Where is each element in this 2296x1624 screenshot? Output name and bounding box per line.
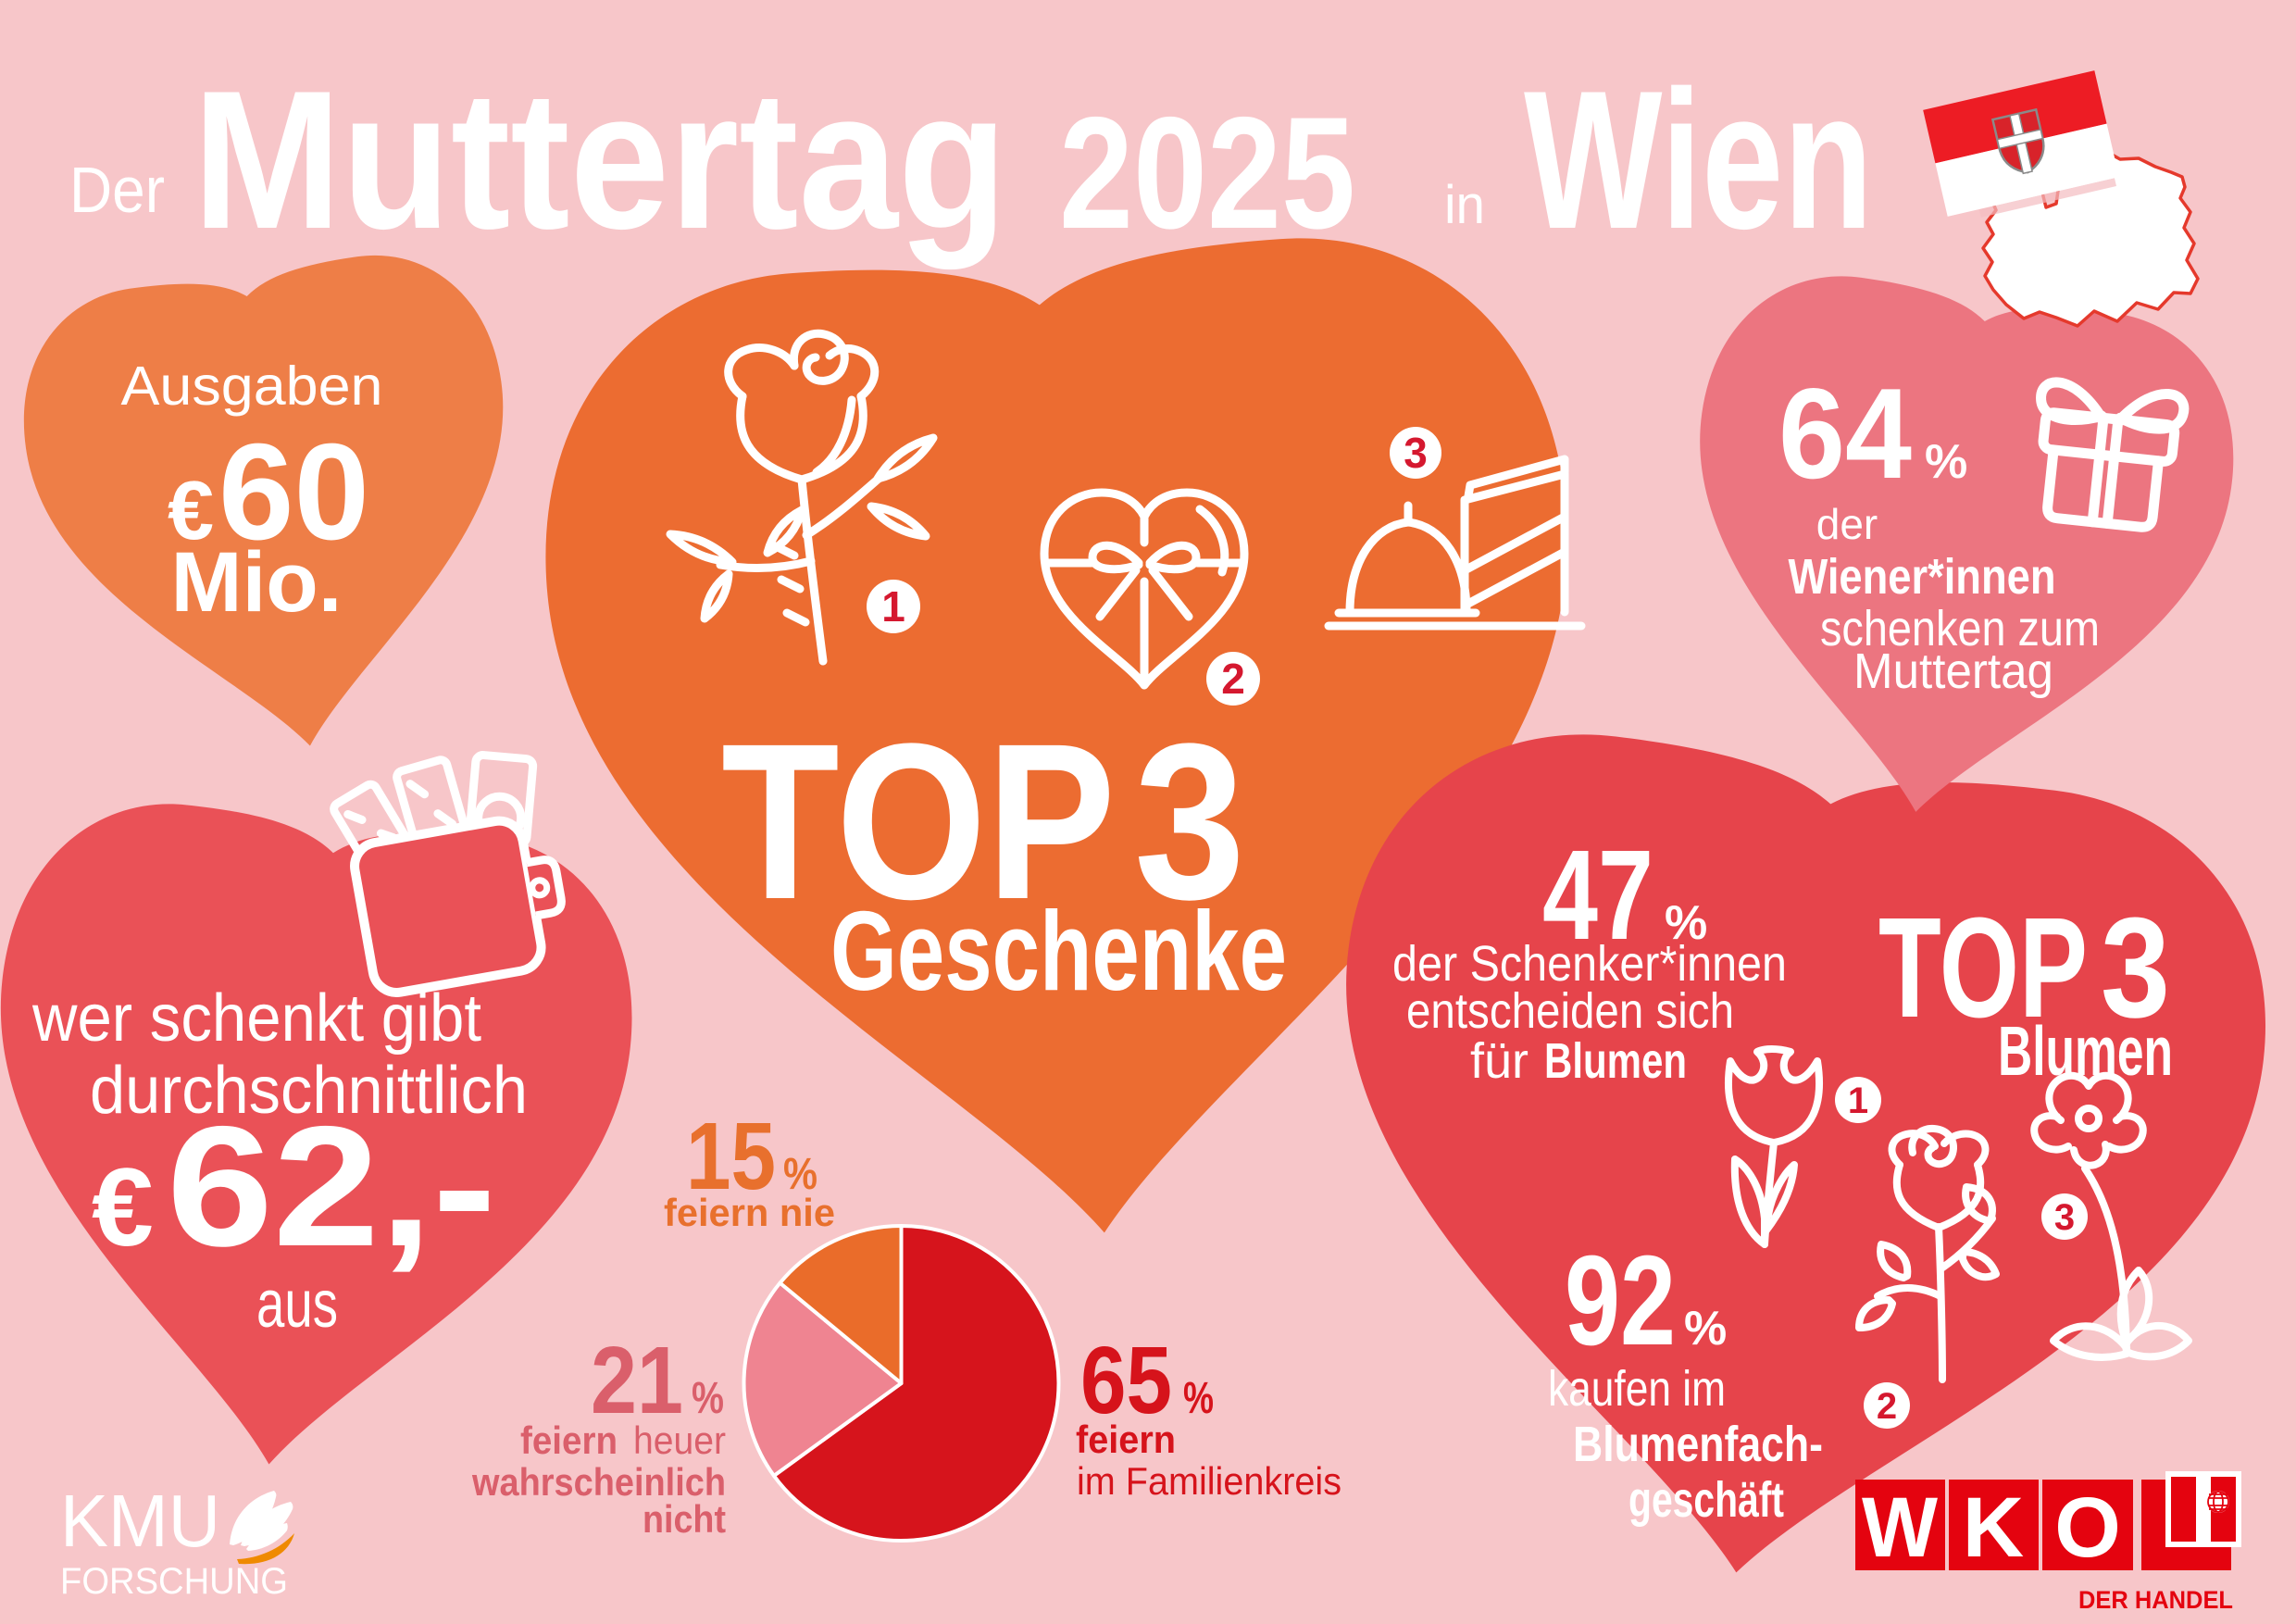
svg-text:Blumen: Blumen	[1544, 1033, 1687, 1089]
svg-text:Der: Der	[69, 154, 165, 226]
svg-text:Mio.: Mio.	[171, 535, 343, 630]
svg-text:Wien: Wien	[1524, 50, 1873, 270]
svg-text:Ausgaben: Ausgaben	[121, 356, 383, 417]
svg-text:heuer: heuer	[633, 1418, 726, 1462]
svg-text:2: 2	[1877, 1386, 1897, 1427]
svg-text:%: %	[1684, 1302, 1727, 1355]
svg-text:%: %	[692, 1374, 724, 1423]
svg-text:65: 65	[1080, 1327, 1172, 1433]
svg-text:feiern nie: feiern nie	[664, 1191, 835, 1234]
svg-text:64: 64	[1778, 362, 1912, 506]
svg-text:1: 1	[1848, 1081, 1868, 1121]
svg-text:3: 3	[2054, 1197, 2075, 1238]
svg-text:2: 2	[1221, 655, 1245, 703]
svg-text:nicht: nicht	[643, 1497, 726, 1541]
svg-text:im Familienkreis: im Familienkreis	[1077, 1459, 1341, 1503]
svg-text:entscheiden sich: entscheiden sich	[1406, 983, 1734, 1039]
svg-text:in: in	[1444, 175, 1485, 235]
svg-text:kaufen im: kaufen im	[1548, 1361, 1726, 1417]
svg-text:K: K	[1963, 1480, 2024, 1575]
svg-text:geschäft: geschäft	[1628, 1472, 1784, 1528]
svg-text:62,-: 62,-	[167, 1092, 496, 1282]
svg-text:W: W	[1862, 1480, 1938, 1575]
svg-text:FORSCHUNG: FORSCHUNG	[60, 1561, 288, 1602]
svg-text:92: 92	[1565, 1230, 1676, 1372]
svg-text:€: €	[168, 465, 214, 557]
svg-text:wahrscheinlich: wahrscheinlich	[471, 1460, 726, 1504]
svg-text:Wiener*innen: Wiener*innen	[1789, 549, 2056, 605]
svg-text:für: für	[1470, 1033, 1529, 1089]
svg-text:der Schenker*innen: der Schenker*innen	[1392, 936, 1787, 992]
svg-text:15: 15	[686, 1103, 776, 1209]
svg-text:%: %	[1183, 1374, 1214, 1423]
svg-text:2025: 2025	[1059, 84, 1355, 262]
svg-text:%: %	[1665, 896, 1707, 950]
svg-text:3: 3	[2101, 888, 2170, 1047]
svg-text:KMU: KMU	[60, 1480, 220, 1562]
svg-text:3: 3	[1404, 429, 1428, 477]
svg-text:TOP: TOP	[1878, 888, 2088, 1047]
svg-text:€: €	[92, 1145, 154, 1269]
svg-text:21: 21	[591, 1327, 683, 1433]
svg-text:schenken zum: schenken zum	[1820, 601, 2100, 656]
svg-text:47: 47	[1542, 824, 1653, 967]
svg-text:O: O	[2054, 1480, 2121, 1575]
svg-text:1: 1	[881, 582, 905, 631]
svg-text:%: %	[1925, 435, 1967, 489]
svg-text:60: 60	[218, 416, 369, 568]
svg-text:Geschenke: Geschenke	[830, 888, 1287, 1014]
svg-text:Blumenfach-: Blumenfach-	[1573, 1417, 1823, 1472]
svg-text:feiern: feiern	[520, 1418, 618, 1462]
svg-text:Muttertag: Muttertag	[193, 50, 1007, 270]
svg-text:TOP: TOP	[721, 697, 1116, 945]
svg-text:durchschnittlich: durchschnittlich	[90, 1054, 528, 1128]
svg-text:DER HANDEL: DER HANDEL	[2078, 1586, 2233, 1614]
svg-text:Muttertag: Muttertag	[1853, 643, 2053, 699]
svg-text:aus: aus	[256, 1268, 338, 1342]
svg-text:%: %	[783, 1150, 817, 1199]
svg-text:3: 3	[1134, 697, 1245, 945]
svg-text:der: der	[1816, 500, 1878, 548]
svg-text:feiern: feiern	[1076, 1418, 1176, 1461]
